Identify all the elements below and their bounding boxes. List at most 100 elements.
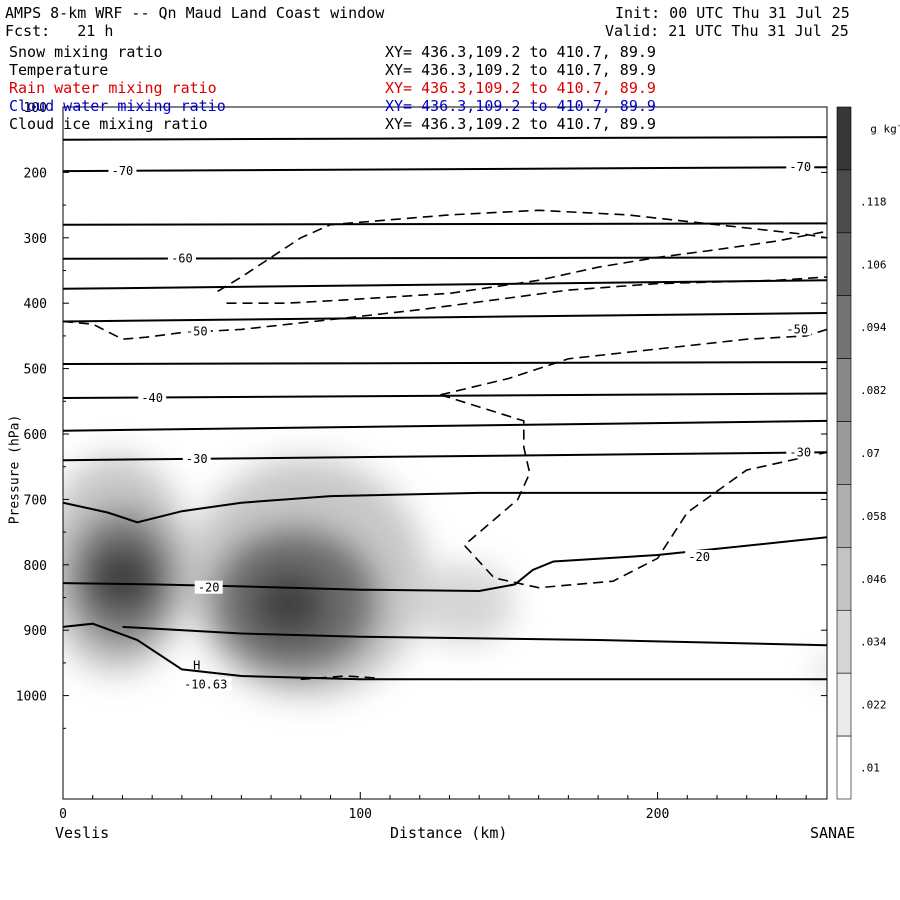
- x-axis-label: Distance (km): [390, 824, 508, 842]
- field-xy-4: XY= 436.3,109.2 to 410.7, 89.9: [385, 115, 656, 133]
- snow-maximum-1: [250, 570, 327, 639]
- snow-mixing-ratio-shading: [63, 454, 827, 698]
- colorbar-tick-1: .022: [860, 699, 887, 712]
- plot-frame: [62, 106, 828, 800]
- colorbar-unit: g kg-1: [857, 103, 900, 137]
- y-tick-label-900: 900: [24, 624, 47, 639]
- colorbar-tick-0: .01: [860, 762, 880, 775]
- temp-label-bg-3: [182, 324, 211, 338]
- temp-label-bg-5: [138, 391, 167, 405]
- plot-title: AMPS 8-km WRF -- Qn Maud Land Coast wind…: [5, 4, 385, 22]
- isotherm-13: [63, 622, 827, 681]
- field-name-4: Cloud ice mixing ratio: [9, 115, 208, 133]
- temp-label-9: -20: [688, 550, 710, 564]
- y-tick-label-800: 800: [24, 559, 47, 574]
- field-name-0: Snow mixing ratio: [9, 43, 163, 61]
- temp-label-bg-0: [108, 164, 137, 178]
- y-tick-label-500: 500: [24, 363, 47, 378]
- colorbar-tick-2: .034: [860, 636, 887, 649]
- colorbar-tick-9: .118: [860, 195, 887, 208]
- temp-label-bg-4: [783, 322, 812, 336]
- y-tick-label-400: 400: [24, 297, 47, 312]
- colorbar-tick-6: .082: [860, 384, 887, 397]
- temp-label-5: -40: [141, 391, 163, 405]
- field-xy-3: XY= 436.3,109.2 to 410.7, 89.9: [385, 97, 656, 115]
- temp-label-0: -70: [112, 164, 134, 178]
- colorbar-unit-exp: -1: [897, 121, 900, 130]
- x-tick-label-100: 100: [349, 807, 372, 822]
- isotherm-9: [63, 451, 827, 462]
- cloud-ice-contour-5: [300, 675, 376, 681]
- isotherm-1: [63, 166, 827, 173]
- field-name-2: Rain water mixing ratio: [9, 79, 217, 97]
- valid-time: Valid: 21 UTC Thu 31 Jul 25: [605, 22, 849, 40]
- temp-label-6: -30: [186, 452, 208, 466]
- temp-label-bg-1: [786, 160, 815, 174]
- cloud-ice-contour-0: [63, 276, 827, 341]
- colorbar-bin-10: [836, 106, 852, 171]
- colorbar-tick-5: .07: [860, 447, 880, 460]
- snow-blob-tail: [414, 564, 515, 645]
- temp-label-4: -50: [786, 322, 808, 336]
- field-name-1: Temperature: [9, 61, 109, 79]
- colorbar-tick-7: .094: [860, 321, 887, 334]
- y-tick-label-600: 600: [24, 428, 47, 443]
- temp-label-10: -10.63: [184, 677, 227, 691]
- isotherm-0: [63, 136, 827, 141]
- isotherm-10: [63, 491, 827, 524]
- snow-blobs: [63, 454, 827, 698]
- snow-maximum-0: [84, 543, 161, 612]
- init-time: Init: 00 UTC Thu 31 Jul 25: [615, 4, 850, 22]
- temp-label-bg-9: [685, 549, 714, 563]
- isotherm-6: [63, 361, 827, 365]
- temp-label-bg-6: [182, 451, 211, 465]
- high-marker: H: [193, 658, 200, 672]
- x-left-endpoint: Veslis: [55, 824, 110, 842]
- colorbar-unit-base: g kg: [870, 122, 897, 136]
- colorbar-bin-2: [836, 609, 852, 674]
- temp-label-2: -60: [171, 252, 193, 266]
- cloud-ice-contours: [63, 209, 827, 681]
- colorbar-bin-9: [836, 169, 852, 234]
- x-right-endpoint: SANAE: [810, 824, 856, 842]
- colorbar-bin-8: [836, 232, 852, 297]
- isotherm-12: [122, 625, 827, 647]
- colorbar-bin-6: [836, 358, 852, 422]
- cloud-ice-contour-1: [217, 209, 827, 293]
- isotherm-2: [63, 222, 827, 226]
- colorbar-bin-7: [836, 295, 852, 359]
- colorbar-bin-4: [836, 484, 852, 548]
- temp-label-bg-10: [179, 677, 232, 691]
- temp-label-bg-8: [194, 580, 223, 594]
- temperature-labels: -70 -70 -60 -50 -50 -40 -30 -30 -20 -20 -10.63 H: [108, 160, 815, 691]
- colorbar-bin-3: [836, 547, 852, 611]
- cloud-ice-contour-4: [440, 394, 827, 589]
- colorbar-tick-3: .046: [860, 573, 887, 586]
- field-xy-2: XY= 436.3,109.2 to 410.7, 89.9: [385, 79, 656, 97]
- colorbar: .01 .022 .034 .046 .058 .07 .082 .094 .106 .118: [836, 106, 887, 800]
- cloud-ice-contour-3: [440, 328, 827, 396]
- snow-blob-right-edge: [815, 651, 827, 688]
- temp-label-3: -50: [186, 324, 208, 338]
- forecast-hour: Fcst: 21 h: [5, 22, 114, 40]
- temp-label-bg-7: [786, 445, 815, 459]
- temp-label-8: -20: [198, 581, 220, 595]
- temp-label-bg-2: [167, 251, 196, 265]
- x-tick-label-200: 200: [646, 807, 669, 822]
- y-tick-label-700: 700: [24, 493, 47, 508]
- field-xy-1: XY= 436.3,109.2 to 410.7, 89.9: [385, 61, 656, 79]
- colorbar-tick-4: .058: [860, 510, 887, 523]
- field-xy-0: XY= 436.3,109.2 to 410.7, 89.9: [385, 43, 656, 61]
- y-tick-label-200: 200: [24, 166, 47, 181]
- colorbar-tick-8: .106: [860, 258, 887, 271]
- colorbar-bin-0: [836, 735, 852, 800]
- axes: 100 200 300 400 500 600 700 800 900 1000 0 100 200: [16, 101, 827, 822]
- y-axis-label: Pressure (hPa): [7, 414, 23, 525]
- isotherm-5: [63, 312, 827, 323]
- temp-label-1: -70: [789, 160, 811, 174]
- cloud-ice-contour-2: [226, 230, 827, 304]
- field-name-3: Cloud water mixing ratio: [9, 97, 226, 115]
- x-tick-label-0: 0: [59, 807, 67, 822]
- y-tick-label-1000: 1000: [16, 690, 47, 705]
